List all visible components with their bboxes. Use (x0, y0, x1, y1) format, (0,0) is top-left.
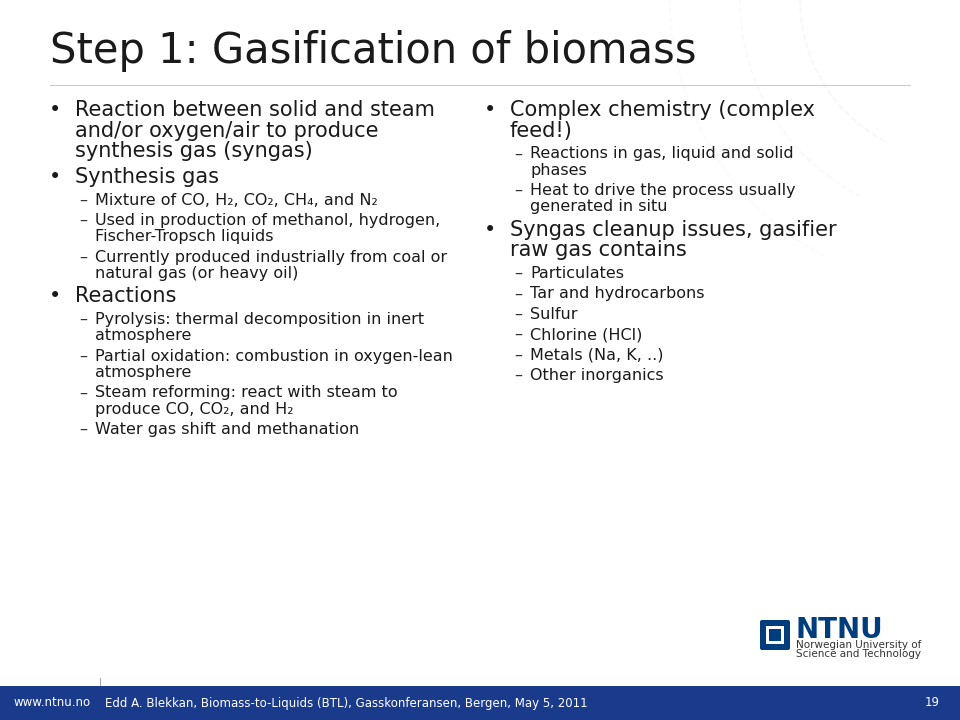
Text: Reactions: Reactions (75, 287, 177, 307)
Text: produce CO, CO₂, and H₂: produce CO, CO₂, and H₂ (95, 402, 294, 417)
Text: •: • (49, 100, 61, 120)
Text: Heat to drive the process usually: Heat to drive the process usually (530, 183, 796, 198)
Text: raw gas contains: raw gas contains (510, 240, 686, 261)
Text: •: • (49, 167, 61, 187)
FancyBboxPatch shape (0, 686, 960, 720)
Text: –: – (514, 146, 522, 161)
FancyBboxPatch shape (760, 620, 790, 650)
Text: Used in production of methanol, hydrogen,: Used in production of methanol, hydrogen… (95, 213, 441, 228)
Text: Synthesis gas: Synthesis gas (75, 167, 219, 187)
Text: Edd A. Blekkan, Biomass-to-Liquids (BTL), Gasskonferansen, Bergen, May 5, 2011: Edd A. Blekkan, Biomass-to-Liquids (BTL)… (105, 696, 588, 709)
Text: synthesis gas (syngas): synthesis gas (syngas) (75, 141, 313, 161)
Text: Norwegian University of: Norwegian University of (796, 640, 922, 650)
Text: 19: 19 (925, 696, 940, 709)
Text: Metals (Na, K, ..): Metals (Na, K, ..) (530, 348, 663, 362)
Text: natural gas (or heavy oil): natural gas (or heavy oil) (95, 266, 299, 281)
Text: and/or oxygen/air to produce: and/or oxygen/air to produce (75, 121, 378, 140)
Text: –: – (514, 348, 522, 362)
Text: Reactions in gas, liquid and solid: Reactions in gas, liquid and solid (530, 146, 794, 161)
FancyBboxPatch shape (766, 626, 784, 644)
Text: –: – (79, 422, 87, 437)
Text: Particulates: Particulates (530, 266, 624, 281)
Text: –: – (514, 287, 522, 302)
Text: Step 1: Gasification of biomass: Step 1: Gasification of biomass (50, 30, 697, 72)
Text: –: – (514, 183, 522, 198)
Text: •: • (484, 100, 496, 120)
Text: www.ntnu.no: www.ntnu.no (13, 696, 90, 709)
Text: Partial oxidation: combustion in oxygen-lean: Partial oxidation: combustion in oxygen-… (95, 348, 453, 364)
Text: phases: phases (530, 163, 587, 178)
Text: Other inorganics: Other inorganics (530, 368, 663, 383)
Text: Syngas cleanup issues, gasifier: Syngas cleanup issues, gasifier (510, 220, 836, 240)
Text: –: – (79, 250, 87, 265)
Text: Water gas shift and methanation: Water gas shift and methanation (95, 422, 359, 437)
Text: –: – (79, 193, 87, 208)
Text: Currently produced industrially from coal or: Currently produced industrially from coa… (95, 250, 447, 265)
Text: –: – (514, 327, 522, 342)
Text: Complex chemistry (complex: Complex chemistry (complex (510, 100, 815, 120)
Text: generated in situ: generated in situ (530, 199, 667, 215)
Text: feed!): feed!) (510, 121, 573, 140)
Text: Mixture of CO, H₂, CO₂, CH₄, and N₂: Mixture of CO, H₂, CO₂, CH₄, and N₂ (95, 193, 377, 208)
Text: NTNU: NTNU (796, 616, 883, 644)
Text: Fischer-Tropsch liquids: Fischer-Tropsch liquids (95, 230, 274, 245)
Text: –: – (514, 307, 522, 322)
Text: Tar and hydrocarbons: Tar and hydrocarbons (530, 287, 705, 302)
Text: –: – (79, 213, 87, 228)
Text: Chlorine (HCl): Chlorine (HCl) (530, 327, 642, 342)
Text: atmosphere: atmosphere (95, 365, 191, 380)
Text: Science and Technology: Science and Technology (796, 649, 921, 659)
Text: Pyrolysis: thermal decomposition in inert: Pyrolysis: thermal decomposition in iner… (95, 312, 424, 327)
Text: –: – (79, 312, 87, 327)
Text: •: • (484, 220, 496, 240)
Text: •: • (49, 287, 61, 307)
Text: Reaction between solid and steam: Reaction between solid and steam (75, 100, 435, 120)
Text: Sulfur: Sulfur (530, 307, 578, 322)
Text: –: – (79, 348, 87, 364)
Text: –: – (79, 385, 87, 400)
Text: atmosphere: atmosphere (95, 328, 191, 343)
Text: –: – (514, 368, 522, 383)
Text: Steam reforming: react with steam to: Steam reforming: react with steam to (95, 385, 397, 400)
Text: –: – (514, 266, 522, 281)
FancyBboxPatch shape (769, 629, 781, 641)
